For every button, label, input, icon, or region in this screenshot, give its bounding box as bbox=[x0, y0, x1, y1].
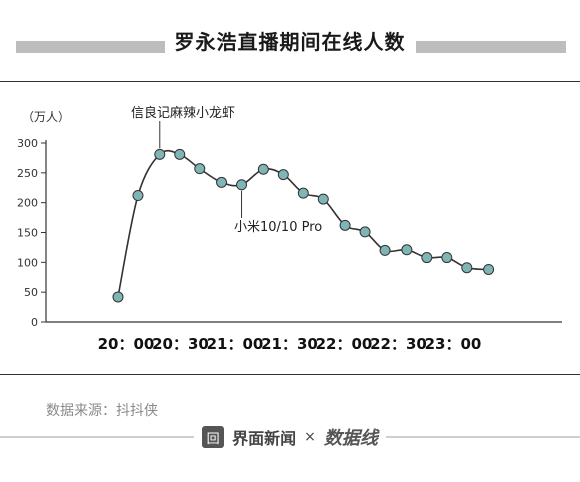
data-point bbox=[297, 187, 309, 199]
data-point bbox=[441, 252, 453, 264]
y-tick-label: 100 bbox=[17, 256, 38, 269]
data-point bbox=[401, 244, 413, 256]
x-tick-label: 20：00 bbox=[98, 335, 155, 353]
page-title: 罗永浩直播期间在线人数 bbox=[0, 26, 580, 56]
x-tick-label: 22：30 bbox=[370, 335, 427, 353]
data-point bbox=[461, 262, 473, 274]
y-tick-label: 0 bbox=[31, 316, 38, 329]
data-point bbox=[339, 219, 351, 231]
data-point bbox=[257, 163, 269, 175]
annotation-label: 小米10/10 Pro bbox=[234, 220, 322, 235]
y-tick-label: 300 bbox=[17, 137, 38, 150]
brand-logo-icon: 回 bbox=[202, 426, 225, 448]
footer-inner: 回 界面新闻 × 数据线 bbox=[194, 424, 386, 450]
x-tick-label: 21：00 bbox=[207, 335, 264, 353]
y-tick-label: 150 bbox=[17, 227, 38, 240]
data-point bbox=[154, 148, 166, 160]
footer: 回 界面新闻 × 数据线 bbox=[0, 424, 580, 450]
data-point bbox=[236, 179, 248, 191]
x-tick-label: 22：00 bbox=[316, 335, 373, 353]
data-point bbox=[216, 176, 228, 188]
brand-name: 界面新闻 bbox=[232, 429, 297, 448]
data-point bbox=[112, 291, 124, 303]
data-point bbox=[174, 148, 186, 160]
x-tick-label: 21：30 bbox=[261, 335, 318, 353]
data-source: 数据来源：抖抖侠 bbox=[46, 403, 158, 419]
x-tick-label: 20：30 bbox=[152, 335, 209, 353]
partner-logo: 数据线 bbox=[323, 428, 378, 449]
times-sign: × bbox=[304, 429, 316, 445]
data-point bbox=[483, 263, 495, 275]
y-axis-label: （万人） bbox=[22, 110, 70, 124]
data-point bbox=[194, 163, 206, 175]
data-point bbox=[277, 169, 289, 181]
chart-frame bbox=[0, 81, 580, 375]
y-tick-label: 250 bbox=[17, 167, 38, 180]
annotation-label: 信良记麻辣小龙虾 bbox=[131, 105, 235, 121]
data-point bbox=[379, 244, 391, 256]
x-tick-label: 23：00 bbox=[425, 335, 482, 353]
y-tick-label: 50 bbox=[24, 286, 38, 299]
page-title-text: 罗永浩直播期间在线人数 bbox=[164, 28, 416, 56]
data-point bbox=[317, 193, 329, 205]
y-tick-label: 200 bbox=[17, 197, 38, 210]
data-point bbox=[359, 226, 371, 238]
line-chart: 0 50 100 150 200 250 300 （万人） 20：0020：3021：0021：… bbox=[17, 105, 562, 353]
data-point bbox=[132, 190, 144, 202]
data-point bbox=[421, 252, 433, 264]
